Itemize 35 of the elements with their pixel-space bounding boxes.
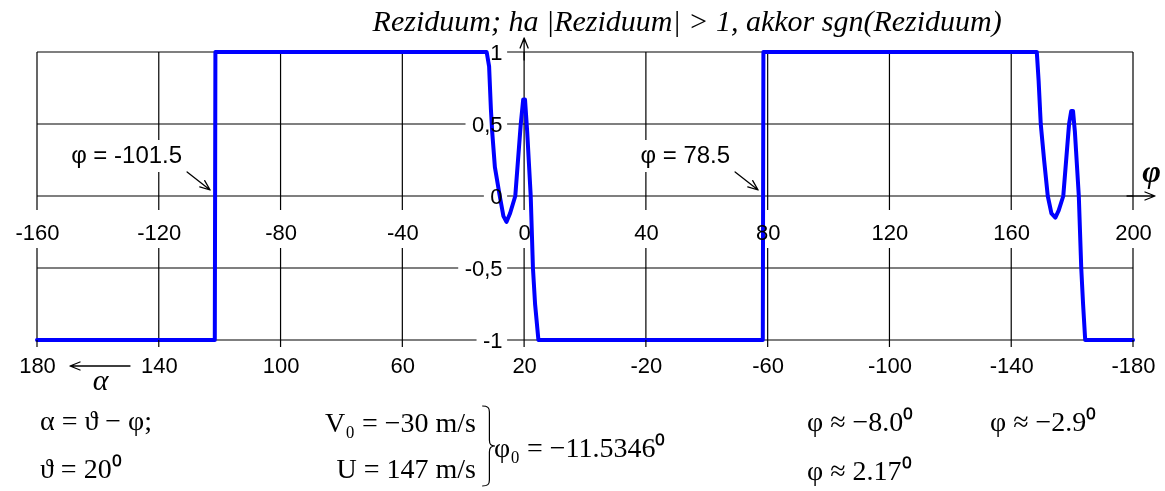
x2-tick-label: -20 — [630, 352, 663, 378]
x-tick-label: 0 — [518, 219, 531, 245]
x2-tick-label: -140 — [989, 352, 1034, 378]
x2-tick-label: 180 — [19, 352, 56, 378]
y-axis-title: Reziduum; ha |Reziduum| > 1, akkor sgn(Reziduum) — [371, 3, 1002, 38]
text: φ ≈ −8.0⁰ — [807, 406, 914, 437]
x-tick-label: -80 — [265, 219, 297, 245]
x-tick-label: -40 — [386, 219, 419, 245]
text: φ ≈ −2.9⁰ — [990, 406, 1097, 437]
text: U = 147 m/s — [336, 453, 476, 484]
annotation: φ = -101.5 — [71, 141, 183, 168]
text: ϑ = 20⁰ — [40, 453, 122, 484]
text: φ₀ = −11.5346⁰ — [494, 432, 666, 463]
x2-tick-label: 140 — [140, 352, 178, 378]
x2-tick-label: 100 — [262, 352, 300, 378]
y-tick-label: -0,5 — [464, 255, 503, 281]
x-tick-label: 160 — [993, 219, 1031, 245]
y-tick-label: 1 — [490, 39, 503, 65]
x-tick-label: 200 — [1115, 219, 1152, 245]
y-tick-label: -1 — [483, 327, 503, 353]
x2-tick-label: -180 — [1111, 352, 1156, 378]
x2-tick-label: -60 — [752, 352, 785, 378]
annotation: φ = 78.5 — [640, 141, 731, 168]
text: α = ϑ − φ; — [40, 405, 153, 436]
x2-tick-label: 60 — [390, 352, 416, 378]
x-tick-label: 120 — [871, 219, 909, 245]
x2-tick-label: 20 — [512, 352, 537, 378]
text: V₀ = −30 m/s — [324, 407, 476, 438]
x-tick-label: -160 — [15, 219, 60, 245]
text: φ ≈ 2.17⁰ — [807, 455, 912, 486]
x-axis-title: φ — [1142, 152, 1161, 189]
x2-tick-label: -100 — [867, 352, 912, 378]
x2-axis-title: α — [92, 362, 110, 396]
x-tick-label: 40 — [634, 219, 659, 245]
x-tick-label: -120 — [137, 219, 182, 245]
